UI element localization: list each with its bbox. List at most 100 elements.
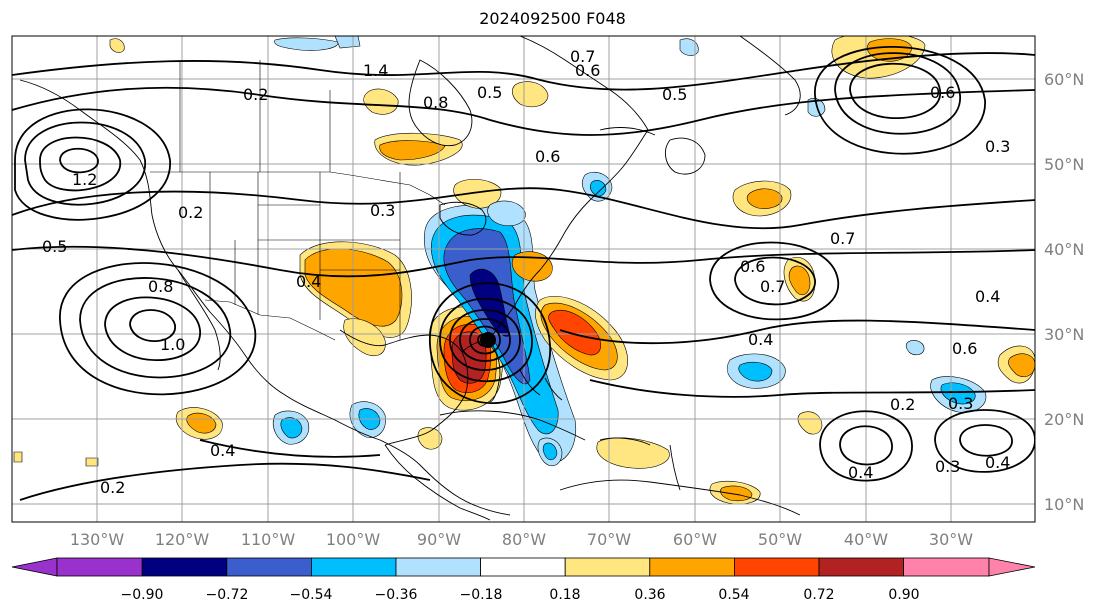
pac-cold-1b bbox=[280, 417, 303, 439]
contour-label: 0.6 bbox=[575, 61, 600, 80]
contour-mid-atl-2 bbox=[709, 241, 839, 321]
natl-warm-3b bbox=[788, 265, 811, 296]
south-america bbox=[559, 479, 801, 516]
contour-band-3 bbox=[12, 86, 1035, 136]
lat-tick-label: 10°N bbox=[1044, 495, 1084, 514]
lon-tick-label: 80°W bbox=[502, 530, 546, 549]
contour-label: 0.4 bbox=[296, 272, 321, 291]
contour-pacific-high-3 bbox=[14, 108, 171, 221]
colorbar-segment bbox=[480, 557, 566, 577]
canada-warm-2 bbox=[363, 88, 399, 115]
colorbar-tick-label: −0.54 bbox=[290, 587, 333, 603]
lon-tick-labels: 130°W 120°W 110°W 100°W 90°W 80°W 70°W 6… bbox=[70, 530, 973, 549]
colorbar-tick-label: −0.36 bbox=[375, 587, 418, 603]
contour-label: 0.4 bbox=[985, 453, 1010, 472]
storm-center-marker bbox=[480, 332, 496, 348]
contour-label: 0.7 bbox=[830, 229, 855, 248]
hispaniola bbox=[599, 437, 651, 446]
great-lakes bbox=[439, 201, 487, 236]
carib-cold-b bbox=[542, 442, 558, 461]
colorbar-tick-labels: −0.90 −0.72 −0.54 −0.36 −0.18 0.18 0.36 … bbox=[121, 587, 920, 603]
colorbar-segment bbox=[56, 557, 143, 577]
lat-tick-label: 30°N bbox=[1044, 325, 1084, 344]
small-warm-4 bbox=[797, 411, 823, 435]
gulf-stlawrence bbox=[599, 127, 656, 136]
contour-label: 0.4 bbox=[748, 330, 773, 349]
contour-subtrop-high-4 bbox=[59, 262, 256, 396]
lat-tick-labels: 60°N 50°N 40°N 30°N 20°N 10°N bbox=[1044, 70, 1084, 514]
colorbar-tick-label: 0.18 bbox=[549, 587, 580, 603]
texas-warm-south bbox=[343, 318, 386, 356]
lat-tick-label: 20°N bbox=[1044, 410, 1084, 429]
contour-band-5 bbox=[559, 319, 1035, 345]
us-mexico-border bbox=[204, 299, 336, 341]
pacific-coast bbox=[19, 79, 511, 516]
contour-label: 0.4 bbox=[210, 441, 235, 460]
lon-tick-label: 60°W bbox=[673, 530, 717, 549]
political-borders bbox=[150, 60, 446, 341]
newfoundland bbox=[664, 137, 706, 175]
east-coast bbox=[487, 129, 649, 343]
contour-label: 1.2 bbox=[72, 170, 97, 189]
atl-cold-1b bbox=[738, 361, 773, 382]
lon-tick-label: 100°W bbox=[326, 530, 381, 549]
lon-tick-label: 110°W bbox=[241, 530, 296, 549]
atl-cold-2b bbox=[940, 382, 976, 405]
contour-label: 0.8 bbox=[148, 277, 173, 296]
colorbar-tick-label: −0.90 bbox=[121, 587, 164, 603]
map-title: 2024092500 F048 bbox=[479, 9, 626, 28]
canada-warm-1b bbox=[379, 140, 446, 161]
contour-band-6 bbox=[589, 379, 1035, 398]
lesser-antilles bbox=[669, 444, 681, 491]
lon-tick-label: 120°W bbox=[155, 530, 210, 549]
contour-se-2 bbox=[934, 409, 1035, 473]
labrador-cold-b bbox=[589, 180, 607, 197]
lat-tick-label: 40°N bbox=[1044, 240, 1084, 259]
small-warm-1 bbox=[13, 451, 23, 463]
lon-tick-label: 40°W bbox=[844, 530, 888, 549]
hudson-warm bbox=[511, 81, 549, 107]
north-cold-2 bbox=[334, 36, 361, 49]
contour-hurricane-3 bbox=[459, 318, 511, 362]
natl-warm-1b bbox=[867, 38, 913, 62]
contour-hurricane-2 bbox=[469, 325, 501, 355]
carib-warm-1 bbox=[596, 437, 670, 469]
contour-natl-low-3 bbox=[814, 45, 986, 155]
contour-label: 0.8 bbox=[423, 93, 448, 112]
colorbar bbox=[11, 557, 1036, 577]
colorbar-segment bbox=[564, 557, 651, 577]
colorbar-tick-label: 0.36 bbox=[634, 587, 665, 603]
contour-label: 0.4 bbox=[975, 287, 1000, 306]
contour-label: 0.7 bbox=[570, 47, 595, 66]
contour-band-2 bbox=[12, 245, 1035, 278]
contour-label: 1.4 bbox=[363, 61, 388, 80]
contour-se-1 bbox=[959, 424, 1013, 457]
contour-label: 0.6 bbox=[740, 257, 765, 276]
contour-hurricane-4 bbox=[449, 309, 521, 371]
map-panel: 1.4 0.6 0.5 0.2 0.8 0.3 1.2 0.2 0.5 0.6 … bbox=[12, 36, 1035, 522]
labrador-coast bbox=[519, 36, 649, 131]
colorbar-arrow-high bbox=[988, 557, 1036, 577]
florida bbox=[461, 341, 501, 403]
contour-label: 0.5 bbox=[477, 83, 502, 102]
colorbar-segment bbox=[310, 557, 397, 577]
colorbar-tick-label: 0.90 bbox=[888, 587, 919, 603]
contour-subtrop-high-1 bbox=[129, 309, 176, 343]
central-america bbox=[384, 444, 491, 521]
north-cold-3 bbox=[679, 38, 699, 56]
contour-label: 0.7 bbox=[760, 277, 785, 296]
greenland bbox=[739, 36, 801, 116]
contour-label: 0.6 bbox=[930, 83, 955, 102]
us-state-lines bbox=[209, 172, 401, 340]
contour-band-1 bbox=[12, 187, 1035, 230]
colorbar-segment bbox=[818, 557, 904, 577]
contour-label: 0.2 bbox=[178, 203, 203, 222]
lat-tick-label: 50°N bbox=[1044, 155, 1084, 174]
contour-label: 0.3 bbox=[935, 457, 960, 476]
colorbar-tick-label: −0.18 bbox=[460, 587, 503, 603]
contour-sw-atl-2 bbox=[819, 410, 913, 482]
lon-tick-label: 30°W bbox=[929, 530, 973, 549]
lon-tick-label: 130°W bbox=[70, 530, 125, 549]
cuba bbox=[439, 410, 586, 441]
anomaly-shading bbox=[13, 36, 1035, 505]
